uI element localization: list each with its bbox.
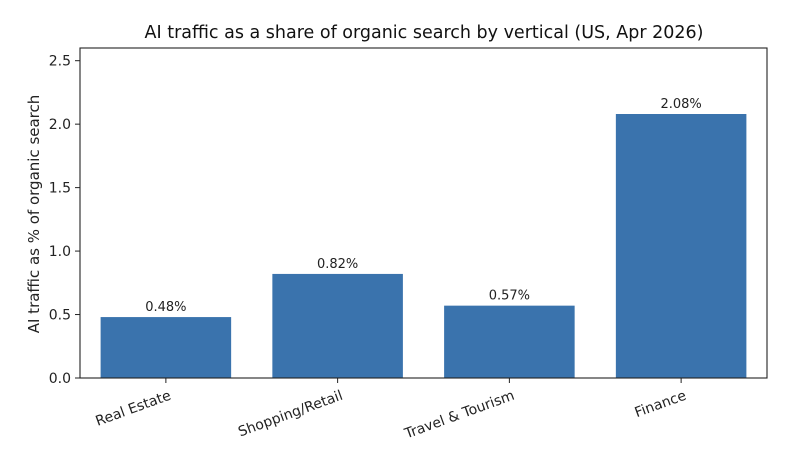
y-axis-label: AI traffic as % of organic search bbox=[25, 95, 43, 334]
chart-title: AI traffic as a share of organic search … bbox=[145, 23, 704, 43]
x-tick-label: Travel & Tourism bbox=[402, 388, 517, 443]
y-tick-label: 0.0 bbox=[49, 371, 71, 387]
axes-frame bbox=[79, 47, 768, 379]
x-tick-label: Real Estate bbox=[94, 388, 174, 430]
bar-value-label: 0.57% bbox=[489, 289, 530, 304]
y-tick-label: 1.5 bbox=[49, 181, 71, 197]
bar-value-label: 0.48% bbox=[145, 300, 186, 315]
bar-value-label: 2.08% bbox=[660, 97, 701, 112]
x-tick-label: Finance bbox=[633, 388, 689, 421]
bar bbox=[100, 317, 232, 378]
bar bbox=[272, 273, 403, 378]
y-tick-label: 0.5 bbox=[49, 308, 71, 324]
bar bbox=[615, 114, 747, 378]
y-tick-label: 2.5 bbox=[49, 54, 71, 70]
plot-area: 0.48% Real Estate 0.82% Shopping/Retail 0.57… bbox=[49, 47, 768, 443]
bar-value-label: 0.82% bbox=[317, 257, 358, 272]
x-tick-label: Shopping/Retail bbox=[236, 388, 345, 441]
y-tick-label: 1.0 bbox=[49, 244, 71, 260]
bar bbox=[444, 305, 575, 378]
y-tick-label: 2.0 bbox=[49, 117, 71, 133]
